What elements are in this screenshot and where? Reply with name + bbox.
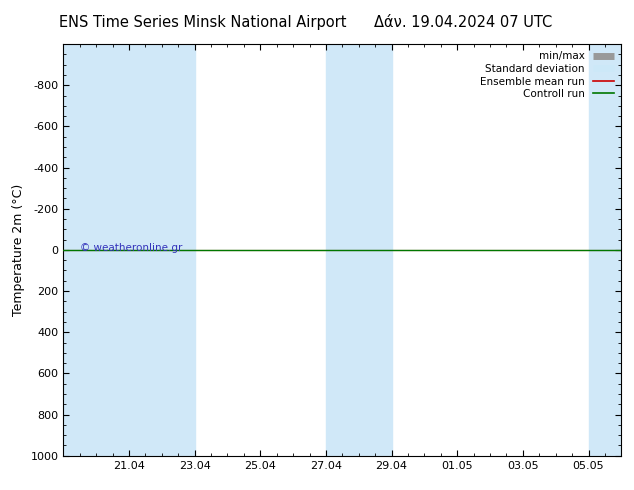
Text: ENS Time Series Minsk National Airport: ENS Time Series Minsk National Airport [59,15,347,30]
Bar [63,44,195,456]
Text: © weatheronline.gr: © weatheronline.gr [80,243,183,253]
Text: Δάν. 19.04.2024 07 UTC: Δάν. 19.04.2024 07 UTC [373,15,552,30]
Legend: min/max, Standard deviation, Ensemble mean run, Controll run: min/max, Standard deviation, Ensemble me… [478,49,616,101]
Bar [326,44,392,456]
Bar [588,44,621,456]
Y-axis label: Temperature 2m (°C): Temperature 2m (°C) [12,184,25,316]
